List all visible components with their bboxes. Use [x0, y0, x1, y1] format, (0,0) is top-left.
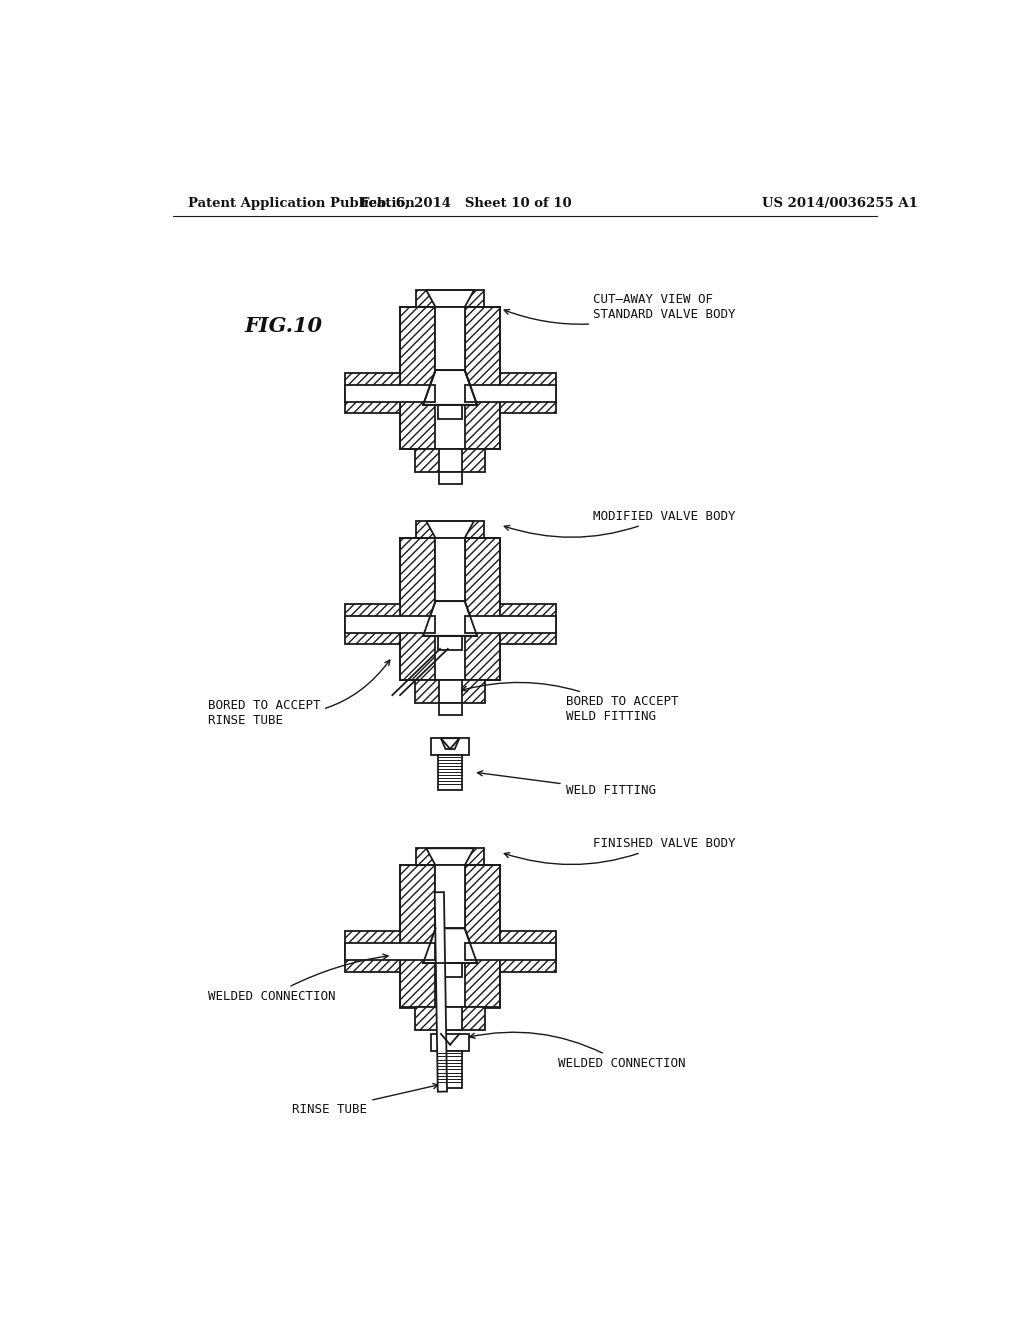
- Bar: [465, 308, 500, 449]
- Polygon shape: [426, 521, 474, 539]
- Bar: [465, 866, 500, 1007]
- Bar: [438, 702, 462, 715]
- Bar: [465, 866, 500, 1007]
- Bar: [416, 1007, 484, 1030]
- Bar: [345, 374, 400, 413]
- Bar: [431, 1034, 469, 1051]
- Bar: [438, 1007, 462, 1030]
- Bar: [431, 738, 469, 755]
- Bar: [345, 374, 400, 413]
- Text: WELD FITTING: WELD FITTING: [477, 771, 655, 797]
- Bar: [500, 374, 556, 413]
- Bar: [435, 539, 465, 601]
- Bar: [438, 755, 463, 789]
- Bar: [416, 849, 484, 866]
- Bar: [435, 308, 465, 370]
- Bar: [400, 539, 435, 681]
- Bar: [438, 471, 462, 484]
- Bar: [500, 605, 556, 644]
- Bar: [465, 615, 556, 632]
- Text: CUT–AWAY VIEW OF
STANDARD VALVE BODY: CUT–AWAY VIEW OF STANDARD VALVE BODY: [504, 293, 735, 325]
- Bar: [438, 1051, 463, 1088]
- Bar: [416, 521, 484, 539]
- Bar: [416, 1007, 484, 1030]
- Bar: [416, 680, 484, 702]
- Text: Patent Application Publication: Patent Application Publication: [188, 197, 415, 210]
- Bar: [345, 932, 400, 972]
- Bar: [416, 680, 484, 702]
- Text: FINISHED VALVE BODY: FINISHED VALVE BODY: [504, 837, 735, 865]
- Polygon shape: [441, 738, 460, 748]
- Bar: [416, 521, 484, 539]
- Bar: [345, 942, 435, 960]
- Bar: [500, 932, 556, 972]
- Bar: [438, 964, 463, 977]
- Polygon shape: [426, 290, 474, 308]
- Bar: [500, 932, 556, 972]
- Bar: [438, 636, 463, 649]
- Bar: [416, 449, 484, 471]
- Text: BORED TO ACCEPT
WELD FITTING: BORED TO ACCEPT WELD FITTING: [462, 682, 678, 723]
- Bar: [345, 385, 435, 401]
- Bar: [465, 385, 556, 401]
- Bar: [465, 539, 500, 681]
- Text: BORED TO ACCEPT
RINSE TUBE: BORED TO ACCEPT RINSE TUBE: [208, 660, 390, 727]
- Text: WELDED CONNECTION: WELDED CONNECTION: [470, 1032, 685, 1071]
- Bar: [345, 615, 435, 632]
- Polygon shape: [426, 849, 474, 866]
- Bar: [465, 308, 500, 449]
- Polygon shape: [423, 928, 477, 964]
- Bar: [438, 449, 462, 471]
- Bar: [438, 405, 463, 418]
- Bar: [416, 449, 484, 471]
- Bar: [345, 605, 400, 644]
- Bar: [465, 539, 500, 681]
- Bar: [400, 866, 435, 1007]
- Bar: [500, 605, 556, 644]
- Bar: [345, 932, 400, 972]
- Bar: [435, 866, 465, 928]
- Bar: [500, 374, 556, 413]
- Bar: [416, 290, 484, 308]
- Text: FIG.10: FIG.10: [245, 317, 323, 337]
- Bar: [400, 308, 435, 449]
- Text: MODIFIED VALVE BODY: MODIFIED VALVE BODY: [504, 510, 735, 537]
- Text: WELDED CONNECTION: WELDED CONNECTION: [208, 954, 388, 1003]
- Bar: [400, 539, 435, 681]
- Text: US 2014/0036255 A1: US 2014/0036255 A1: [762, 197, 918, 210]
- Bar: [416, 290, 484, 308]
- Bar: [465, 942, 556, 960]
- Polygon shape: [423, 370, 477, 405]
- Polygon shape: [435, 892, 447, 1092]
- Bar: [400, 308, 435, 449]
- Bar: [438, 680, 462, 702]
- Bar: [416, 849, 484, 866]
- Text: Feb. 6, 2014   Sheet 10 of 10: Feb. 6, 2014 Sheet 10 of 10: [359, 197, 571, 210]
- Bar: [345, 605, 400, 644]
- Bar: [400, 866, 435, 1007]
- Text: RINSE TUBE: RINSE TUBE: [292, 1084, 438, 1117]
- Polygon shape: [423, 601, 477, 636]
